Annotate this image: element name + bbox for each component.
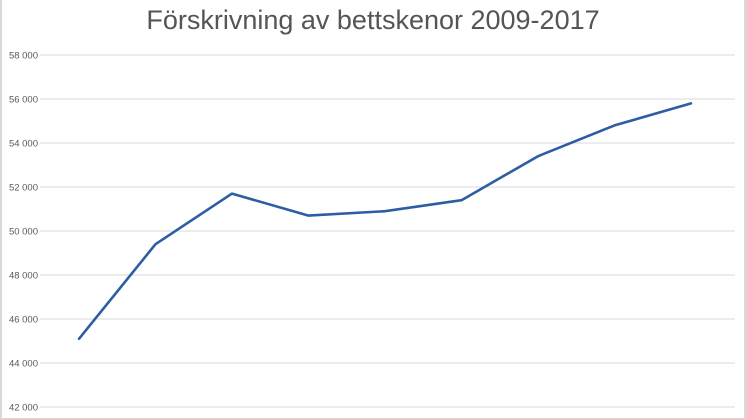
- series-line: [77, 102, 693, 341]
- y-tick-label: 42 000: [9, 403, 38, 414]
- y-tick-label: 54 000: [9, 139, 38, 150]
- right-border: [744, 0, 746, 419]
- y-tick-label: 48 000: [9, 271, 38, 282]
- y-axis-tick-labels: 58 000 56 000 54 000 52 000 50 000 48 000 46 0…: [9, 51, 38, 414]
- y-tick-label: 50 000: [9, 227, 38, 238]
- y-tick-label: 58 000: [9, 51, 38, 62]
- y-tick-label: 44 000: [9, 359, 38, 370]
- y-tick-label: 52 000: [9, 183, 38, 194]
- chart-title: Förskrivning av bettskenor 2009-2017: [146, 5, 600, 35]
- gridlines: [40, 54, 735, 408]
- y-tick-label: 56 000: [9, 95, 38, 106]
- y-tick-label: 46 000: [9, 315, 38, 326]
- left-border: [0, 0, 2, 419]
